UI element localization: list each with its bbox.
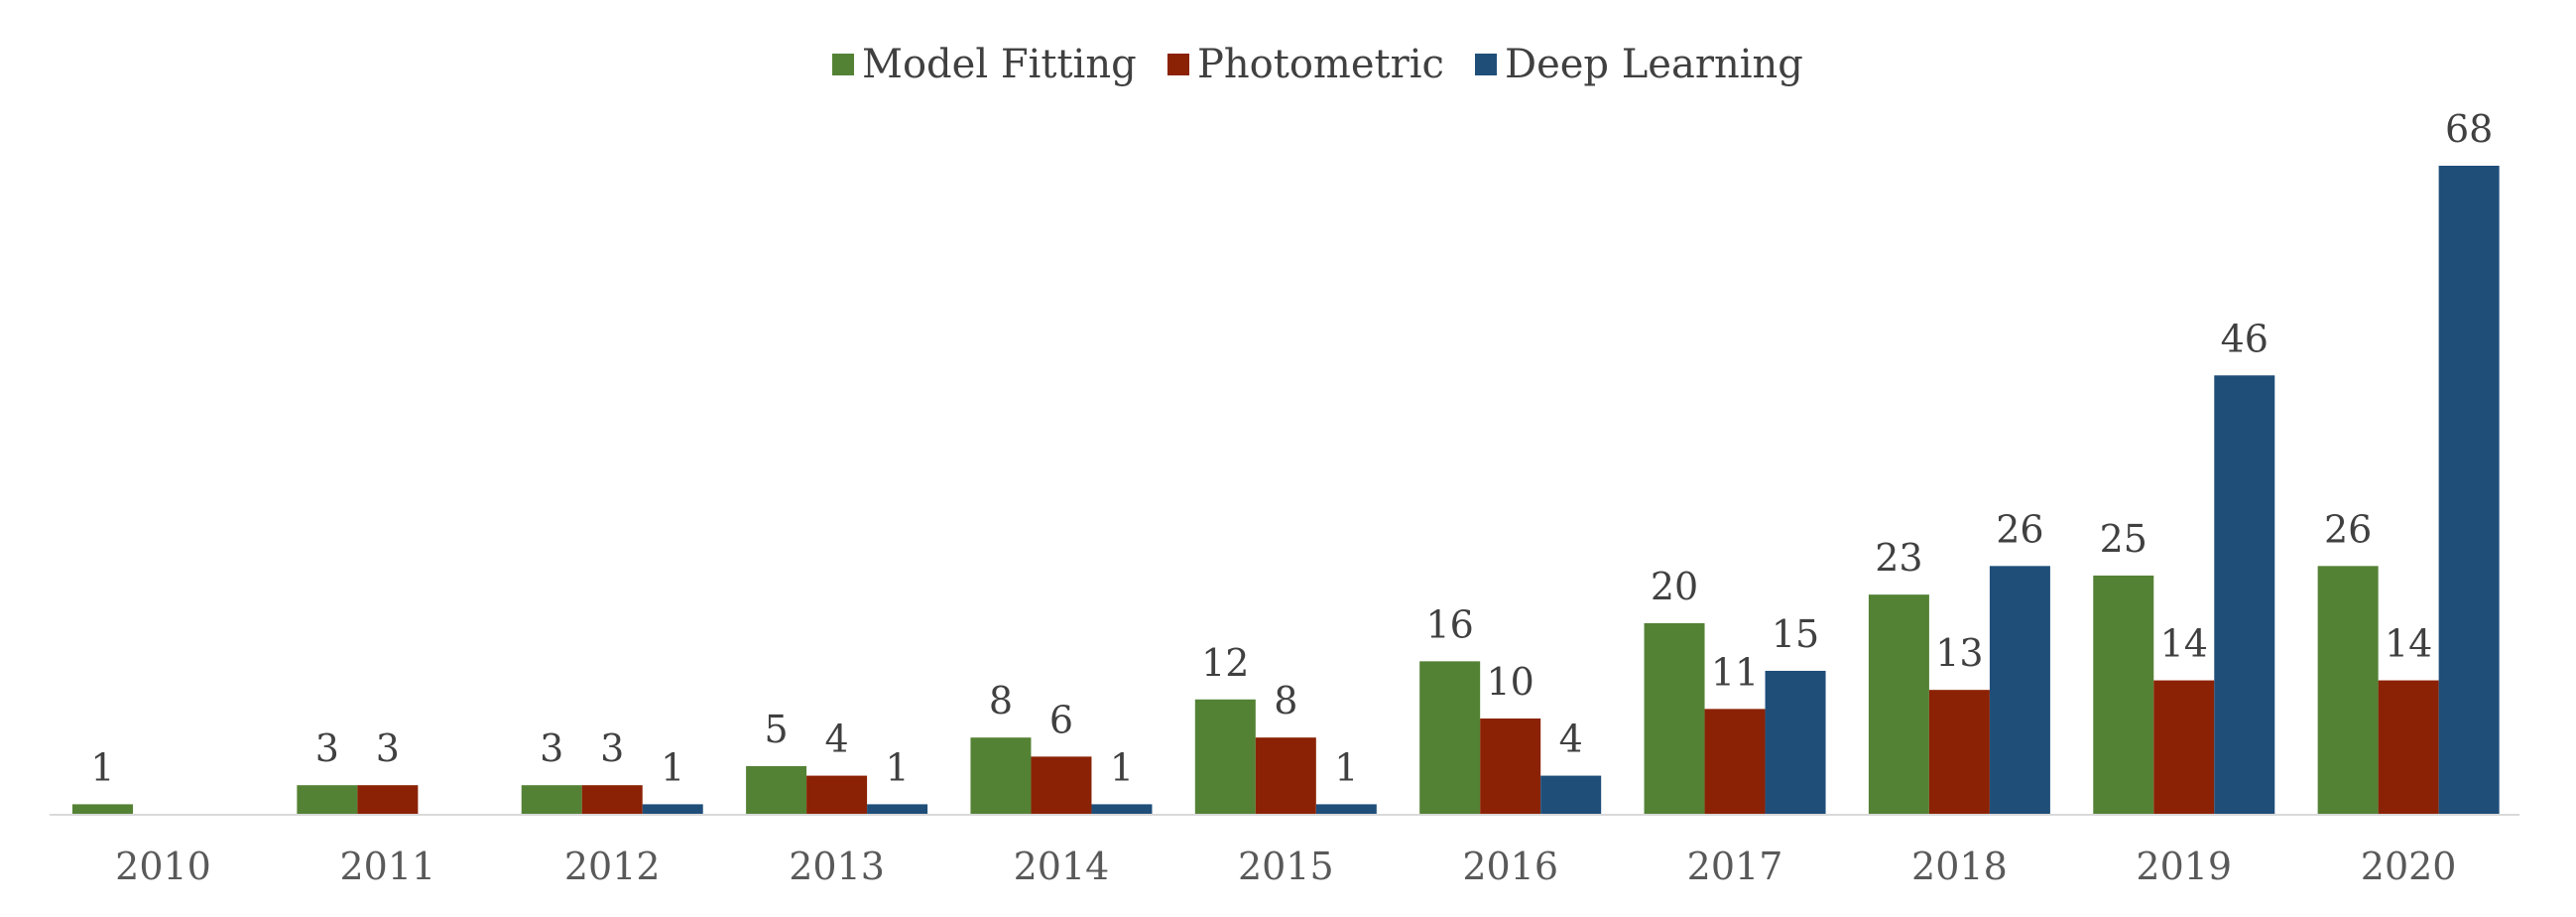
bar-model-fitting-2015 — [1194, 699, 1256, 814]
bar-photometric-2019 — [2153, 680, 2215, 814]
bar-photometric-2012 — [581, 785, 643, 814]
data-label-deep-learning-2018: 26 — [1996, 507, 2043, 551]
data-label-model-fitting-2020: 26 — [2324, 507, 2372, 551]
data-label-model-fitting-2015: 12 — [1201, 641, 1249, 685]
data-label-model-fitting-2017: 20 — [1651, 565, 1698, 608]
data-label-photometric-2014: 6 — [1049, 698, 1073, 741]
bar-deep-learning-2017 — [1765, 670, 1826, 814]
data-label-model-fitting-2013: 5 — [764, 708, 788, 751]
data-label-deep-learning-2019: 46 — [2221, 317, 2269, 360]
x-tick-label-2013: 2013 — [789, 845, 885, 888]
bar-photometric-2014 — [1031, 756, 1092, 814]
bar-deep-learning-2014 — [1091, 804, 1153, 814]
bar-deep-learning-2018 — [1989, 566, 2050, 814]
bar-model-fitting-2019 — [2093, 575, 2154, 814]
bar-model-fitting-2011 — [297, 785, 358, 814]
data-label-photometric-2017: 11 — [1711, 650, 1759, 694]
bar-photometric-2017 — [1704, 709, 1766, 814]
bar-model-fitting-2013 — [746, 765, 807, 814]
x-tick-label-2020: 2020 — [2361, 845, 2457, 888]
data-label-model-fitting-2011: 3 — [315, 726, 339, 770]
x-tick-label-2015: 2015 — [1238, 845, 1334, 888]
data-label-deep-learning-2013: 1 — [885, 745, 909, 789]
data-label-deep-learning-2017: 15 — [1772, 612, 1819, 656]
bar-deep-learning-2019 — [2214, 375, 2275, 814]
x-tick-label-2017: 2017 — [1687, 845, 1783, 888]
legend-label-deep-learning: Deep Learning — [1505, 42, 1803, 87]
data-label-model-fitting-2012: 3 — [540, 726, 563, 770]
legend-swatch-photometric — [1167, 54, 1189, 75]
data-label-photometric-2012: 3 — [600, 726, 624, 770]
data-label-photometric-2013: 4 — [824, 718, 848, 761]
legend-label-model-fitting: Model Fitting — [862, 42, 1137, 87]
x-tick-label-2012: 2012 — [564, 845, 661, 888]
bar-model-fitting-2018 — [1868, 594, 1929, 814]
bar-deep-learning-2015 — [1315, 804, 1377, 814]
data-label-model-fitting-2019: 25 — [2100, 517, 2147, 561]
x-axis-ticks: 2010 2011 2012 2013 2014 2015 2016 2017 2018 2019… — [115, 845, 2456, 888]
bar-photometric-2015 — [1255, 737, 1316, 814]
data-label-photometric-2020: 14 — [2385, 622, 2432, 666]
data-label-photometric-2016: 10 — [1487, 660, 1534, 704]
bar-deep-learning-2020 — [2438, 166, 2500, 814]
data-label-model-fitting-2018: 23 — [1875, 536, 1922, 580]
data-label-deep-learning-2016: 4 — [1559, 718, 1583, 761]
data-label-model-fitting-2010: 1 — [90, 745, 114, 789]
data-label-deep-learning-2012: 1 — [661, 745, 684, 789]
bar-deep-learning-2016 — [1540, 775, 1602, 814]
bar-photometric-2013 — [806, 775, 868, 814]
data-label-model-fitting-2014: 8 — [989, 679, 1013, 722]
data-label-model-fitting-2016: 16 — [1426, 602, 1474, 646]
bars — [72, 166, 2500, 814]
data-label-photometric-2019: 14 — [2160, 622, 2208, 666]
x-tick-label-2014: 2014 — [1014, 845, 1110, 888]
data-label-deep-learning-2020: 68 — [2445, 107, 2493, 151]
legend-swatch-deep-learning — [1475, 54, 1497, 75]
bar-photometric-2016 — [1480, 718, 1541, 814]
data-label-deep-learning-2014: 1 — [1110, 745, 1134, 789]
x-tick-label-2018: 2018 — [1911, 845, 2008, 888]
x-tick-label-2019: 2019 — [2136, 845, 2232, 888]
x-tick-label-2016: 2016 — [1462, 845, 1558, 888]
bar-deep-learning-2012 — [642, 804, 703, 814]
data-label-deep-learning-2015: 1 — [1334, 745, 1358, 789]
bar-model-fitting-2012 — [521, 785, 582, 814]
bar-deep-learning-2013 — [867, 804, 928, 814]
bar-photometric-2011 — [357, 785, 419, 814]
bar-model-fitting-2017 — [1644, 622, 1705, 814]
legend: Model Fitting Photometric Deep Learning — [832, 42, 1803, 87]
bar-model-fitting-2014 — [970, 737, 1032, 814]
legend-swatch-model-fitting — [832, 54, 854, 75]
data-label-photometric-2011: 3 — [376, 726, 400, 770]
bar-photometric-2020 — [2378, 680, 2439, 814]
bar-photometric-2018 — [1928, 690, 1990, 814]
x-tick-label-2011: 2011 — [340, 845, 436, 888]
bar-model-fitting-2010 — [72, 804, 133, 814]
bar-model-fitting-2016 — [1419, 661, 1481, 814]
legend-label-photometric: Photometric — [1197, 42, 1444, 87]
bar-model-fitting-2020 — [2317, 566, 2379, 814]
data-label-photometric-2018: 13 — [1935, 631, 1983, 675]
data-label-photometric-2015: 8 — [1274, 679, 1297, 722]
x-tick-label-2010: 2010 — [115, 845, 211, 888]
